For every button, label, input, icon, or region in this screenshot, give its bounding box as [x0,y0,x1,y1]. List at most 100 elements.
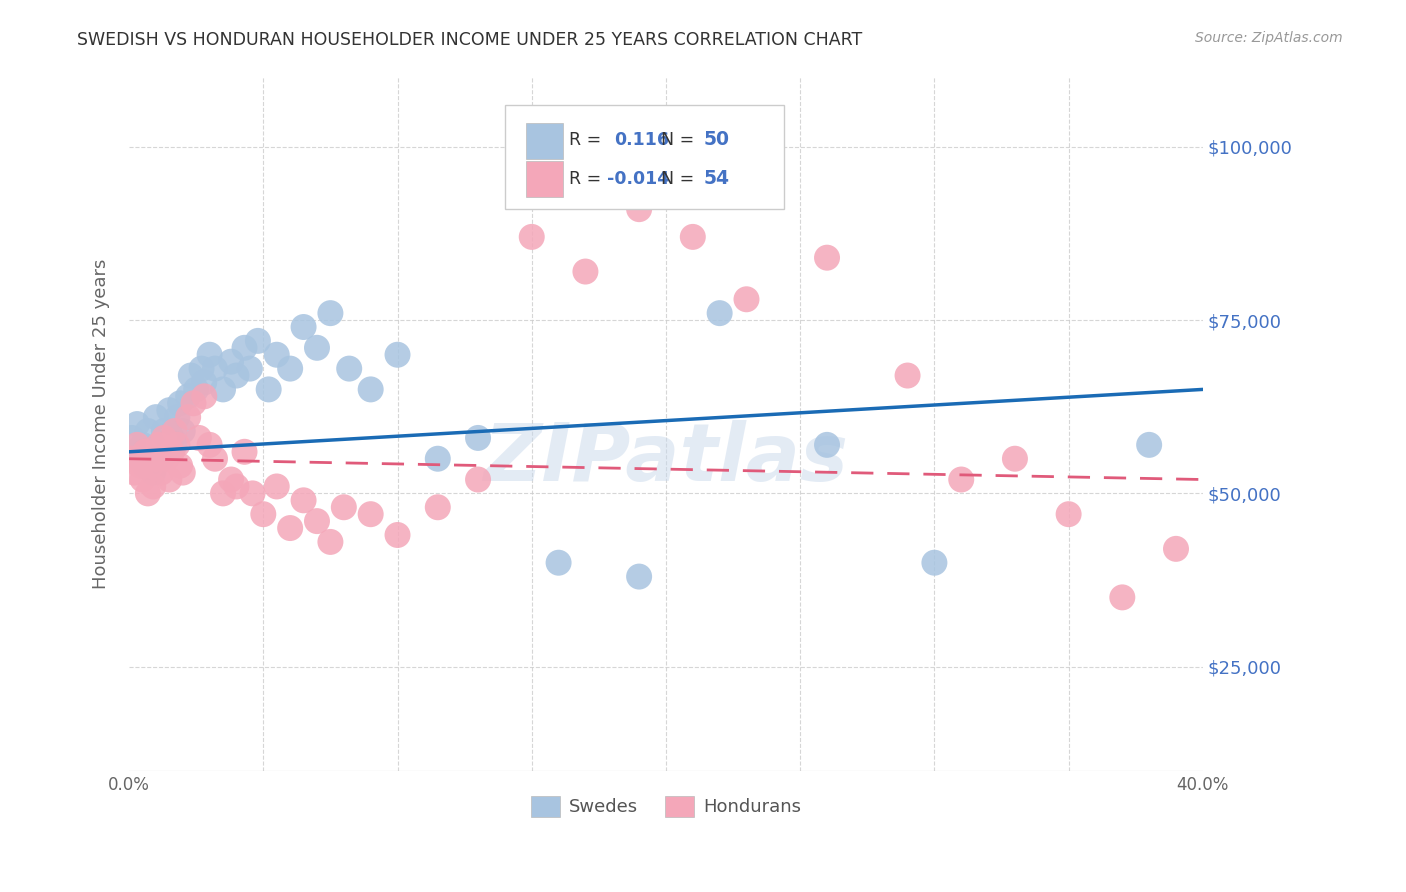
Point [337,361,360,376]
Point [150,466,173,480]
Text: SWEDISH VS HONDURAN HOUSEHOLDER INCOME UNDER 25 YEARS CORRELATION CHART: SWEDISH VS HONDURAN HOUSEHOLDER INCOME U… [77,31,862,49]
Point [163,438,186,452]
Point [225,479,247,493]
Point [190,361,212,376]
Point [219,354,242,368]
Point [204,361,226,376]
Point [360,383,382,397]
Point [136,486,159,500]
Text: 0.116: 0.116 [614,131,669,149]
Point [150,451,173,466]
FancyBboxPatch shape [505,105,785,209]
Point [128,458,150,473]
Point [305,341,328,355]
Point [305,514,328,528]
Point [426,500,449,515]
Point [1164,541,1187,556]
Legend: Swedes, Hondurans: Swedes, Hondurans [523,789,808,824]
Point [896,368,918,383]
Point [815,438,838,452]
Point [166,410,188,425]
Point [121,451,143,466]
Point [219,473,242,487]
Point [292,320,315,334]
Point [148,438,170,452]
Text: R =: R = [569,131,607,149]
Point [172,424,194,438]
Point [467,431,489,445]
Point [1137,438,1160,452]
Point [156,451,179,466]
Point [204,451,226,466]
Point [127,417,149,431]
Point [157,473,180,487]
Y-axis label: Householder Income Under 25 years: Householder Income Under 25 years [93,259,110,590]
Point [145,410,167,425]
Point [212,486,235,500]
Point [520,230,543,244]
Point [198,438,221,452]
Text: R =: R = [569,169,607,187]
Point [148,438,170,452]
Point [212,383,235,397]
FancyBboxPatch shape [526,122,562,159]
Point [815,251,838,265]
Point [246,334,269,348]
Point [387,348,409,362]
Point [924,556,946,570]
Point [127,438,149,452]
Point [950,473,973,487]
Point [628,569,651,583]
Text: -0.014: -0.014 [607,169,669,187]
Point [628,202,651,216]
Point [239,361,262,376]
Point [145,451,167,466]
Point [735,293,758,307]
Point [1004,451,1026,466]
Point [233,444,256,458]
Point [139,458,162,473]
Point [1057,507,1080,521]
Point [319,535,342,549]
Point [257,383,280,397]
Point [360,507,382,521]
Point [547,556,569,570]
Point [1111,591,1133,605]
Point [319,306,342,320]
Point [193,376,215,390]
Point [172,466,194,480]
Point [128,451,150,466]
Point [252,507,274,521]
Point [187,431,209,445]
Point [186,383,208,397]
Point [169,458,191,473]
Text: 50: 50 [703,130,730,149]
Point [682,230,704,244]
Point [574,264,596,278]
Point [387,528,409,542]
Point [278,521,301,535]
Point [153,424,176,438]
FancyBboxPatch shape [526,161,562,196]
Point [333,500,356,515]
Point [136,424,159,438]
Point [142,479,165,493]
Point [177,410,200,425]
Point [134,444,156,458]
Point [266,348,288,362]
Point [225,368,247,383]
Point [183,396,205,410]
Point [157,403,180,417]
Point [131,473,153,487]
Point [156,444,179,458]
Point [124,466,146,480]
Text: N =: N = [661,169,699,187]
Point [198,348,221,362]
Point [124,444,146,458]
Point [153,431,176,445]
Point [242,486,264,500]
Point [163,424,186,438]
Point [426,451,449,466]
Point [266,479,288,493]
Text: 54: 54 [703,169,730,188]
